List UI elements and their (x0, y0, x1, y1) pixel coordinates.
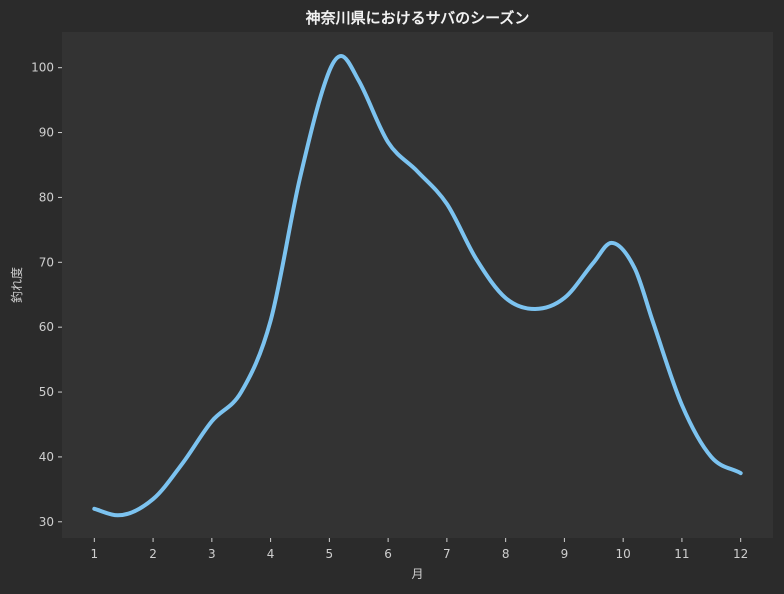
x-tick-label: 7 (443, 547, 451, 561)
x-tick-label: 12 (733, 547, 748, 561)
x-tick-label: 9 (561, 547, 569, 561)
x-tick-label: 10 (616, 547, 631, 561)
x-tick-label: 8 (502, 547, 510, 561)
chart-title: 神奈川県におけるサバのシーズン (306, 9, 530, 27)
x-tick-label: 4 (267, 547, 275, 561)
y-tick-label: 50 (39, 385, 54, 399)
x-axis-label: 月 (411, 567, 423, 581)
x-axis-ticks: 1 2 3 4 5 6 7 8 9 10 11 12 (90, 538, 748, 561)
x-tick-label: 11 (674, 547, 689, 561)
y-tick-label: 60 (39, 320, 54, 334)
x-tick-label: 5 (326, 547, 334, 561)
y-tick-label: 30 (39, 515, 54, 529)
y-tick-label: 70 (39, 255, 54, 269)
x-tick-label: 3 (208, 547, 216, 561)
series-layer (92, 54, 743, 518)
plot-area (62, 32, 773, 538)
x-tick-label: 2 (149, 547, 157, 561)
y-axis-ticks: 30 40 50 60 70 80 90 100 (31, 61, 62, 529)
y-tick-label: 80 (39, 190, 54, 204)
y-tick-label: 40 (39, 450, 54, 464)
y-axis-label: 釣れ度 (9, 267, 24, 303)
series-line (92, 54, 743, 518)
x-tick-label: 1 (90, 547, 98, 561)
y-tick-label: 100 (31, 61, 54, 75)
x-tick-label: 6 (384, 547, 392, 561)
y-tick-label: 90 (39, 126, 54, 140)
